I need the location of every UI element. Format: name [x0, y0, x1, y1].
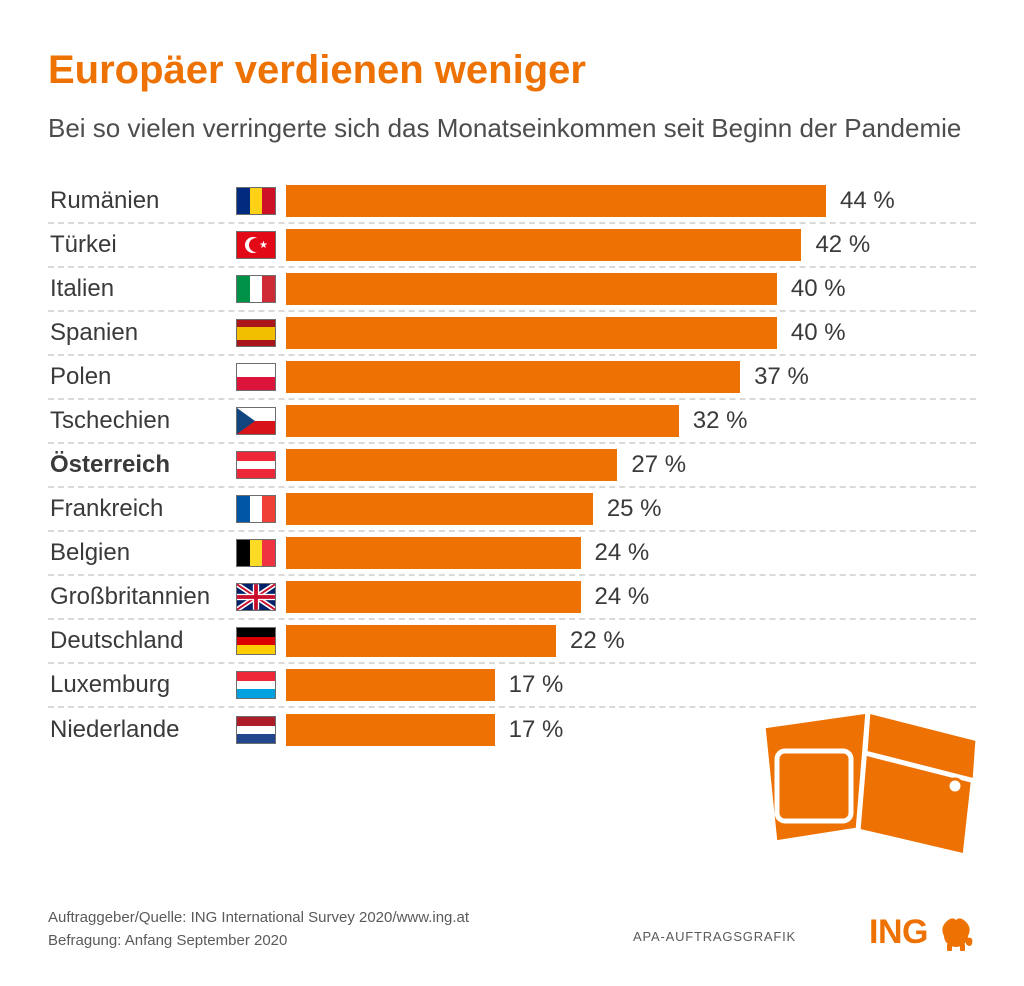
bar-wrap: 42 % — [286, 224, 976, 266]
country-label: Großbritannien — [48, 583, 236, 611]
chart-row: Belgien 24 % — [48, 532, 976, 576]
chart-row: Türkei★ 42 % — [48, 224, 976, 268]
bar-wrap: 44 % — [286, 180, 976, 222]
ing-logo: ING — [869, 913, 976, 952]
wallet-icon — [753, 691, 988, 866]
bar-value: 44 % — [840, 187, 895, 215]
country-label: Rumänien — [48, 187, 236, 215]
country-label: Luxemburg — [48, 671, 236, 699]
chart-row: Frankreich 25 % — [48, 488, 976, 532]
bar — [286, 493, 593, 525]
bar-wrap: 32 % — [286, 400, 976, 442]
flag-icon — [236, 275, 276, 303]
ing-logo-text: ING — [869, 913, 928, 952]
country-label: Österreich — [48, 451, 236, 479]
flag-icon — [236, 451, 276, 479]
chart-row: Polen 37 % — [48, 356, 976, 400]
flag-icon — [236, 407, 276, 435]
flag-icon — [236, 627, 276, 655]
country-label: Deutschland — [48, 627, 236, 655]
bar — [286, 405, 679, 437]
country-label: Türkei — [48, 231, 236, 259]
chart-title: Europäer verdienen weniger — [48, 48, 976, 93]
footer: Auftraggeber/Quelle: ING International S… — [48, 907, 976, 952]
source-line-1: Auftraggeber/Quelle: ING International S… — [48, 907, 469, 930]
bar — [286, 317, 777, 349]
bar-value: 24 % — [595, 539, 650, 567]
bar — [286, 669, 495, 701]
bar-value: 25 % — [607, 495, 662, 523]
chart-row: Rumänien 44 % — [48, 180, 976, 224]
bar-value: 17 % — [509, 671, 564, 699]
bar — [286, 537, 581, 569]
bar — [286, 625, 556, 657]
flag-icon — [236, 319, 276, 347]
country-label: Polen — [48, 363, 236, 391]
country-label: Spanien — [48, 319, 236, 347]
flag-icon — [236, 187, 276, 215]
flag-icon — [236, 583, 276, 611]
bar-wrap: 22 % — [286, 620, 976, 662]
bar-wrap: 25 % — [286, 488, 976, 530]
bar — [286, 185, 826, 217]
bar-value: 40 % — [791, 275, 846, 303]
country-label: Italien — [48, 275, 236, 303]
country-label: Belgien — [48, 539, 236, 567]
apa-credit: APA-AUFTRAGSGRAFIK — [633, 929, 796, 944]
bar-wrap: 27 % — [286, 444, 976, 486]
bar-value: 17 % — [509, 716, 564, 744]
bar — [286, 449, 617, 481]
bar-value: 24 % — [595, 583, 650, 611]
chart-row: Italien 40 % — [48, 268, 976, 312]
bar-wrap: 40 % — [286, 268, 976, 310]
source-line-2: Befragung: Anfang September 2020 — [48, 930, 469, 953]
bar-wrap: 40 % — [286, 312, 976, 354]
chart-row: Österreich 27 % — [48, 444, 976, 488]
bar-value: 42 % — [815, 231, 870, 259]
ing-lion-icon — [936, 914, 976, 952]
bar-value: 32 % — [693, 407, 748, 435]
bar — [286, 581, 581, 613]
chart-row: Tschechien 32 % — [48, 400, 976, 444]
flag-icon — [236, 539, 276, 567]
bar — [286, 273, 777, 305]
bar-value: 37 % — [754, 363, 809, 391]
country-label: Niederlande — [48, 716, 236, 744]
flag-icon — [236, 671, 276, 699]
flag-icon: ★ — [236, 231, 276, 259]
bar — [286, 229, 801, 261]
bar-wrap: 37 % — [286, 356, 976, 398]
country-label: Tschechien — [48, 407, 236, 435]
flag-icon — [236, 716, 276, 744]
chart-subtitle: Bei so vielen verringerte sich das Monat… — [48, 111, 976, 146]
bar-wrap: 24 % — [286, 532, 976, 574]
chart-row: Spanien 40 % — [48, 312, 976, 356]
bar-value: 27 % — [631, 451, 686, 479]
chart-row: Deutschland 22 % — [48, 620, 976, 664]
bar — [286, 714, 495, 746]
bar-value: 40 % — [791, 319, 846, 347]
flag-icon — [236, 363, 276, 391]
flag-icon — [236, 495, 276, 523]
country-label: Frankreich — [48, 495, 236, 523]
chart-row: Großbritannien 24 % — [48, 576, 976, 620]
bar-wrap: 24 % — [286, 576, 976, 618]
bar-chart: Rumänien44 %Türkei★42 %Italien40 %Spanie… — [48, 180, 976, 752]
bar — [286, 361, 740, 393]
bar-value: 22 % — [570, 627, 625, 655]
source-text: Auftraggeber/Quelle: ING International S… — [48, 907, 469, 952]
